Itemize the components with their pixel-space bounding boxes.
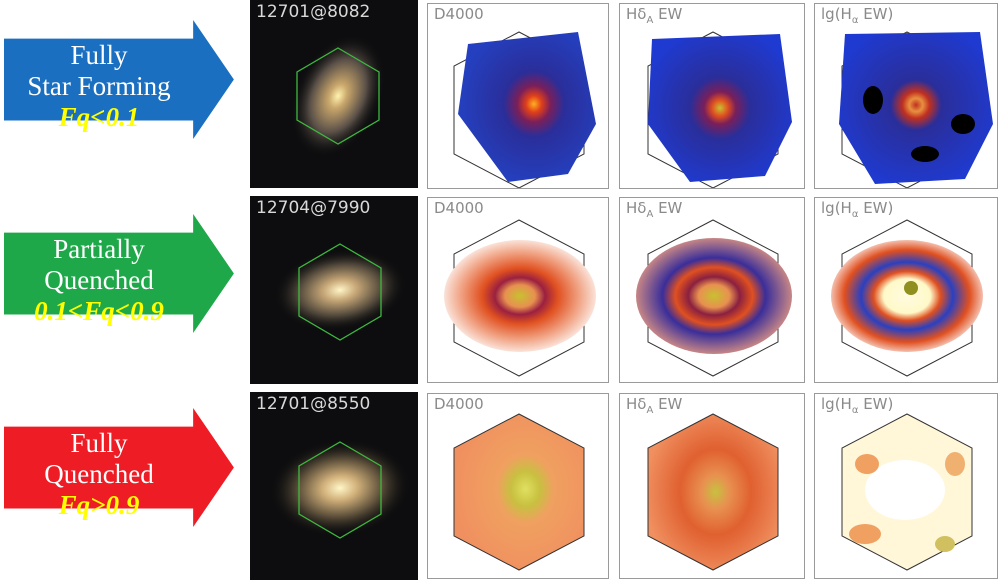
galaxy-id: 12701@8550 [256, 394, 371, 414]
title-post: EW) [858, 5, 894, 23]
panel-title: HδA EW [626, 395, 682, 416]
title-pre: lg(H [821, 199, 852, 217]
map-art [839, 31, 993, 188]
galaxy-art [250, 196, 418, 384]
title-post: EW) [858, 395, 894, 413]
halpha-map-row1: lg(Hα EW) [814, 3, 998, 189]
arrow-shape [4, 408, 234, 528]
star-forming-label: Fully Star Forming Fq<0.1 [4, 40, 194, 133]
fully-quenched-arrow: Fully Quenched Fq>0.9 [0, 404, 240, 534]
galaxy-id: 12701@8082 [256, 2, 371, 22]
map-art [453, 31, 596, 188]
map-art [841, 413, 973, 571]
title-rest: EW [653, 199, 683, 217]
hdelta-map-row3: HδA EW [619, 393, 805, 579]
galaxy-image-3: 12701@8550 [250, 392, 418, 580]
map-art [831, 219, 983, 377]
title-main: Hδ [626, 5, 647, 23]
map-art [647, 413, 779, 571]
star-forming-arrow: Fully Star Forming Fq<0.1 [0, 16, 240, 146]
class-line2: Star Forming [27, 71, 171, 101]
map-art [636, 219, 792, 377]
panel-title: D4000 [434, 5, 484, 23]
galaxy-image-1: 12701@8082 [250, 0, 418, 188]
galaxy-art [250, 392, 418, 580]
class-line2: Quenched [44, 265, 154, 295]
panel-title: lg(Hα EW) [821, 199, 893, 220]
panel-title: lg(Hα EW) [821, 5, 893, 26]
class-line1: Partially [53, 234, 145, 264]
title-sub: α [851, 405, 859, 416]
d4000-map-row2: D4000 [427, 197, 609, 383]
fully-quenched-label: Fully Quenched Fq>0.9 [4, 428, 194, 521]
class-line1: Fully [70, 428, 128, 458]
d4000-map-row1: D4000 [427, 3, 609, 189]
panel-title: D4000 [434, 199, 484, 217]
title-sub: A [646, 405, 654, 416]
map-art [647, 31, 792, 188]
galaxy-art [250, 0, 418, 188]
title-sub: α [851, 15, 859, 26]
title-pre: lg(H [821, 5, 852, 23]
title-sub: α [851, 209, 859, 220]
title-main: Hδ [626, 199, 647, 217]
arrow-shape [4, 214, 234, 334]
galaxy-id: 12704@7990 [256, 198, 371, 218]
partially-quenched-arrow: Partially Quenched 0.1<Fq<0.9 [0, 210, 240, 340]
title-sub: A [646, 15, 654, 26]
class-line2: Quenched [44, 459, 154, 489]
halpha-map-row2: lg(Hα EW) [814, 197, 998, 383]
title-rest: EW [653, 5, 683, 23]
panel-title: HδA EW [626, 5, 682, 26]
panel-title: HδA EW [626, 199, 682, 220]
title-sub: A [646, 209, 654, 220]
title-pre: lg(H [821, 395, 852, 413]
criterion: Fq>0.9 [58, 490, 140, 520]
title-post: EW) [858, 199, 894, 217]
title-main: Hδ [626, 395, 647, 413]
map-art [444, 219, 596, 377]
panel-title: lg(Hα EW) [821, 395, 893, 416]
map-art [453, 413, 585, 571]
d4000-map-row3: D4000 [427, 393, 609, 579]
halpha-map-row3: lg(Hα EW) [814, 393, 998, 579]
arrow-shape [4, 20, 234, 140]
partially-quenched-label: Partially Quenched 0.1<Fq<0.9 [4, 234, 194, 327]
hdelta-map-row2: HδA EW [619, 197, 805, 383]
title-rest: EW [653, 395, 683, 413]
galaxy-image-2: 12704@7990 [250, 196, 418, 384]
hdelta-map-row1: HδA EW [619, 3, 805, 189]
panel-title: D4000 [434, 395, 484, 413]
criterion: 0.1<Fq<0.9 [34, 296, 164, 326]
criterion: Fq<0.1 [58, 102, 140, 132]
class-line1: Fully [70, 40, 128, 70]
